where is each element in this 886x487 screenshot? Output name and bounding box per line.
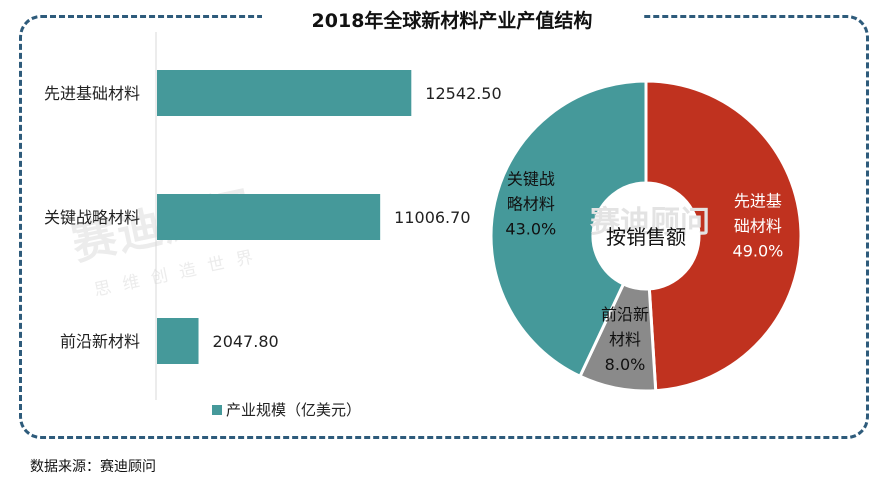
slice-name-label: 略材料: [507, 194, 555, 213]
data-source: 数据来源：赛迪顾问: [30, 459, 156, 475]
category-label: 前沿新材料: [60, 332, 140, 351]
legend-label: 产业规模（亿美元）: [226, 401, 361, 419]
value-label: 12542.50: [425, 84, 501, 103]
donut-slice: [644, 79, 803, 393]
slice-name-label: 础材料: [734, 216, 782, 235]
slice-percent-label: 49.0%: [733, 241, 784, 260]
slice-name-label: 材料: [609, 330, 641, 349]
bar-chart: 先进基础材料 12542.50 关键战略材料 11006.70 前沿新材料 2047.80: [44, 70, 502, 364]
donut-center-label: 按销售额: [606, 225, 686, 249]
donut-slice: [489, 79, 648, 379]
value-label: 2047.80: [213, 332, 279, 351]
slice-name-label: 先进基: [734, 191, 782, 210]
slice-name-label: 关键战: [507, 169, 555, 188]
bar: [157, 70, 412, 116]
chart-title: 2018年全球新材料产业产值结构: [262, 4, 642, 38]
donut-watermark: 赛迪顾问: [590, 205, 710, 240]
bar: [157, 318, 199, 364]
value-label: 11006.70: [394, 208, 470, 227]
slice-percent-label: 8.0%: [605, 355, 646, 374]
slice-percent-label: 43.0%: [505, 219, 556, 238]
bar: [157, 194, 381, 240]
legend-swatch: [212, 405, 222, 415]
bar-legend: 产业规模（亿美元）: [212, 401, 361, 419]
category-label: 关键战略材料: [44, 208, 140, 227]
slice-name-label: 前沿新: [601, 305, 649, 324]
category-label: 先进基础材料: [44, 84, 140, 103]
